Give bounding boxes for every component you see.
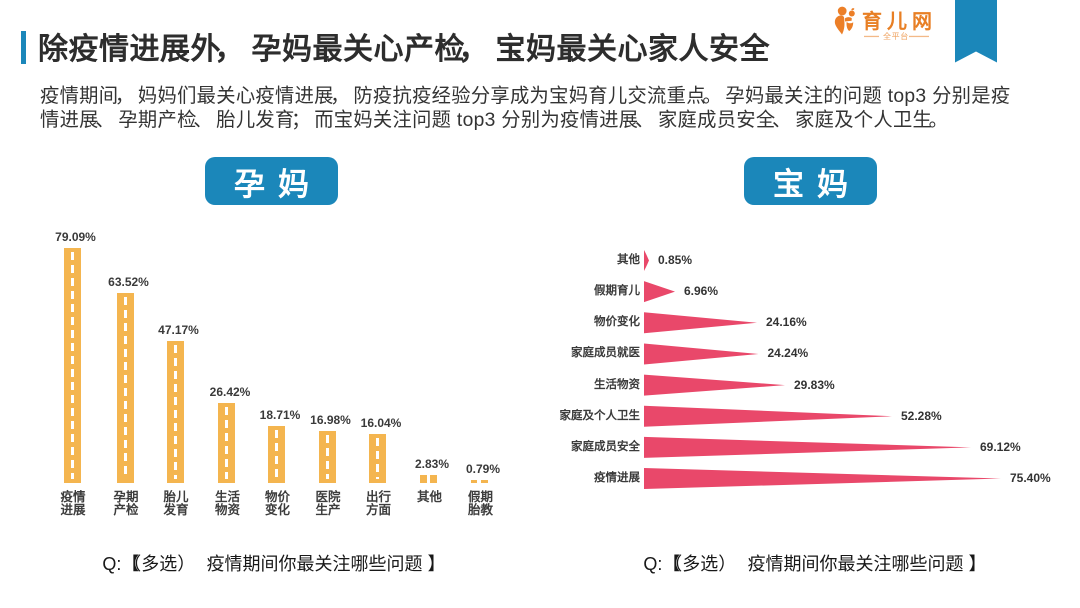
- svg-text:全平台: 全平台: [883, 31, 909, 41]
- svg-text:育儿网: 育儿网: [862, 9, 937, 33]
